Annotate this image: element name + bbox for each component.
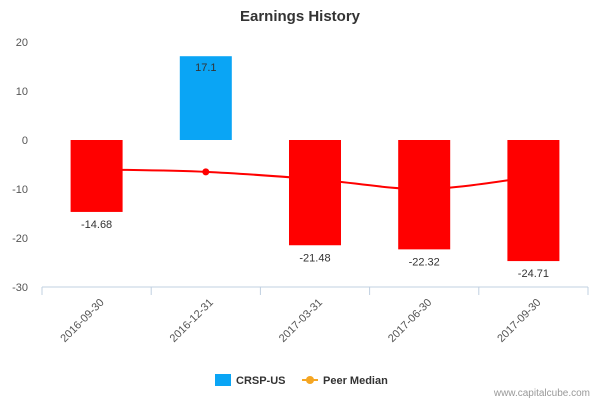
x-axis: 2016-09-30 2016-12-31 2017-03-31 2017-06-30… bbox=[41, 286, 589, 345]
y-axis: 20 10 0 -10 -20 -30 bbox=[12, 37, 28, 294]
credit-text: www.capitalcube.com bbox=[493, 388, 590, 399]
bar-data-label: -14.68 bbox=[81, 219, 112, 231]
y-tick-label: -20 bbox=[12, 233, 28, 245]
peer-median-point[interactable] bbox=[311, 175, 319, 183]
bar-data-label: -24.71 bbox=[518, 268, 549, 280]
legend-label-crsp[interactable]: CRSP-US bbox=[236, 375, 286, 387]
legend-marker-peer bbox=[306, 376, 314, 384]
x-tick-label: 2016-09-30 bbox=[58, 297, 106, 345]
bar[interactable] bbox=[398, 140, 451, 250]
chart-title: Earnings History bbox=[240, 8, 361, 25]
x-tick-label: 2017-06-30 bbox=[386, 297, 434, 345]
bar-data-label: 17.1 bbox=[195, 62, 216, 74]
x-tick-label: 2016-12-31 bbox=[168, 297, 216, 345]
peer-median-point[interactable] bbox=[202, 168, 210, 176]
y-tick-label: 0 bbox=[22, 135, 28, 147]
bars-group: -14.68 17.1 -21.48 -22.32 -24.71 bbox=[70, 56, 560, 280]
bar[interactable] bbox=[70, 140, 123, 212]
bar[interactable] bbox=[289, 140, 341, 246]
y-tick-label: -30 bbox=[12, 282, 28, 294]
legend[interactable]: CRSP-US Peer Median bbox=[215, 374, 388, 387]
peer-median-point[interactable] bbox=[529, 173, 537, 181]
x-tick-label: 2017-09-30 bbox=[495, 297, 543, 345]
y-tick-label: 10 bbox=[16, 86, 28, 98]
bar-data-label: -22.32 bbox=[409, 256, 440, 268]
peer-median-point[interactable] bbox=[420, 185, 428, 193]
y-tick-label: 20 bbox=[16, 37, 28, 49]
y-tick-label: -10 bbox=[12, 184, 28, 196]
peer-median-line-group bbox=[93, 165, 537, 193]
legend-label-peer[interactable]: Peer Median bbox=[323, 375, 388, 387]
x-tick-label: 2017-03-31 bbox=[277, 297, 325, 345]
peer-median-point[interactable] bbox=[93, 165, 101, 173]
bar-data-label: -21.48 bbox=[299, 252, 330, 264]
legend-swatch-crsp bbox=[215, 374, 231, 386]
bar[interactable] bbox=[179, 56, 232, 140]
bar[interactable] bbox=[507, 140, 560, 262]
